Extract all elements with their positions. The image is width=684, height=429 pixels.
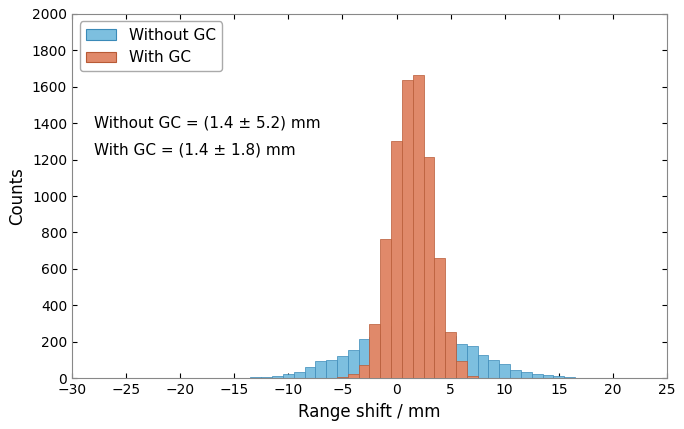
Bar bbox=[466, 346, 477, 378]
Text: With GC = (1.4 ± 1.8) mm: With GC = (1.4 ± 1.8) mm bbox=[94, 143, 295, 158]
Bar bbox=[521, 372, 531, 378]
Bar bbox=[315, 361, 326, 378]
Bar bbox=[283, 374, 293, 378]
Bar bbox=[304, 367, 315, 378]
Bar bbox=[348, 375, 358, 378]
Bar bbox=[250, 377, 261, 378]
Bar bbox=[531, 375, 542, 378]
Bar bbox=[380, 239, 391, 378]
Bar bbox=[456, 344, 466, 378]
Bar bbox=[337, 356, 348, 378]
Bar bbox=[542, 375, 553, 378]
Bar bbox=[391, 141, 402, 378]
Bar bbox=[445, 332, 456, 378]
Bar bbox=[466, 376, 477, 378]
Bar bbox=[369, 337, 380, 378]
X-axis label: Range shift / mm: Range shift / mm bbox=[298, 403, 440, 421]
Bar bbox=[434, 332, 445, 378]
Bar bbox=[293, 372, 304, 378]
Bar bbox=[402, 80, 412, 378]
Bar bbox=[412, 75, 423, 378]
Bar bbox=[402, 320, 412, 378]
Bar bbox=[423, 157, 434, 378]
Bar bbox=[423, 326, 434, 378]
Bar bbox=[477, 356, 488, 378]
Bar bbox=[456, 362, 466, 378]
Bar bbox=[358, 365, 369, 378]
Bar bbox=[553, 376, 564, 378]
Bar bbox=[358, 339, 369, 378]
Bar bbox=[434, 258, 445, 378]
Bar bbox=[261, 377, 272, 378]
Text: Without GC = (1.4 ± 5.2) mm: Without GC = (1.4 ± 5.2) mm bbox=[94, 116, 320, 131]
Bar bbox=[272, 376, 283, 378]
Bar bbox=[488, 360, 499, 378]
Y-axis label: Counts: Counts bbox=[8, 167, 26, 225]
Bar bbox=[369, 324, 380, 378]
Bar bbox=[391, 326, 402, 378]
Bar bbox=[326, 360, 337, 378]
Legend: Without GC, With GC: Without GC, With GC bbox=[79, 21, 222, 71]
Bar bbox=[445, 336, 456, 378]
Bar bbox=[348, 350, 358, 378]
Bar bbox=[380, 334, 391, 378]
Bar bbox=[412, 321, 423, 378]
Bar bbox=[510, 370, 521, 378]
Bar bbox=[499, 364, 510, 378]
